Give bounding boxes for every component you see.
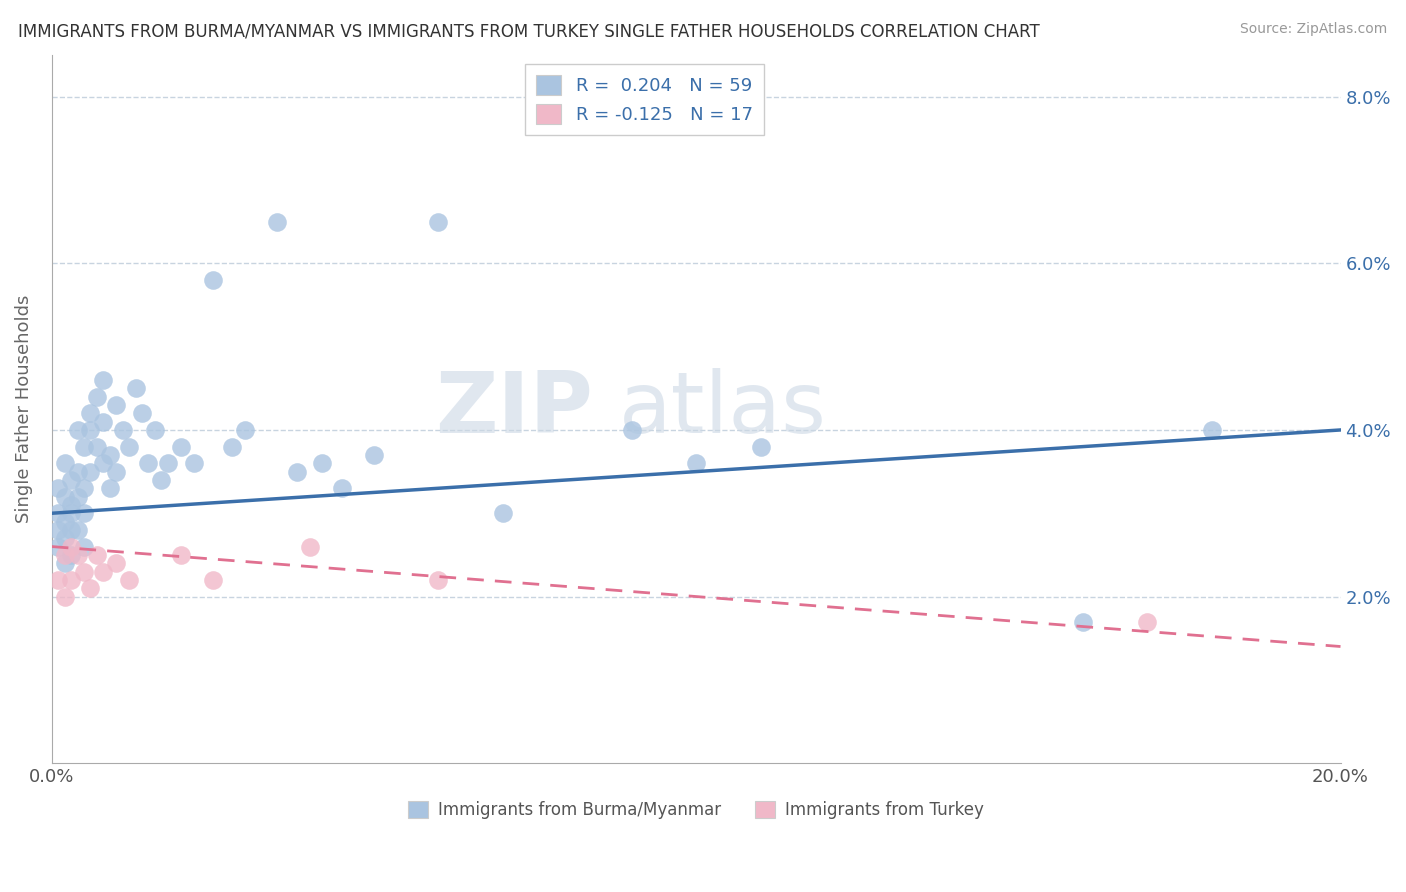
Point <box>105 556 128 570</box>
Point <box>46 481 69 495</box>
Point <box>60 498 83 512</box>
Point <box>79 581 101 595</box>
Point <box>91 415 114 429</box>
Point <box>118 573 141 587</box>
Text: atlas: atlas <box>619 368 827 450</box>
Point <box>91 565 114 579</box>
Point <box>60 573 83 587</box>
Point <box>66 465 89 479</box>
Point <box>53 490 76 504</box>
Point <box>298 540 321 554</box>
Point <box>330 481 353 495</box>
Point <box>105 398 128 412</box>
Point <box>118 440 141 454</box>
Point <box>427 573 450 587</box>
Point <box>66 423 89 437</box>
Point <box>60 548 83 562</box>
Point <box>91 456 114 470</box>
Point <box>131 406 153 420</box>
Point <box>86 390 108 404</box>
Point <box>98 448 121 462</box>
Point <box>111 423 134 437</box>
Point <box>79 465 101 479</box>
Point <box>150 473 173 487</box>
Point <box>363 448 385 462</box>
Point <box>46 573 69 587</box>
Point <box>169 440 191 454</box>
Point <box>73 506 96 520</box>
Point <box>79 423 101 437</box>
Point <box>73 440 96 454</box>
Point <box>169 548 191 562</box>
Point <box>91 373 114 387</box>
Point <box>1136 615 1159 629</box>
Point <box>98 481 121 495</box>
Point <box>66 548 89 562</box>
Point <box>86 548 108 562</box>
Point <box>86 440 108 454</box>
Point <box>105 465 128 479</box>
Point <box>183 456 205 470</box>
Point <box>73 540 96 554</box>
Point <box>73 565 96 579</box>
Point <box>66 523 89 537</box>
Point <box>53 590 76 604</box>
Text: IMMIGRANTS FROM BURMA/MYANMAR VS IMMIGRANTS FROM TURKEY SINGLE FATHER HOUSEHOLDS: IMMIGRANTS FROM BURMA/MYANMAR VS IMMIGRA… <box>18 22 1040 40</box>
Point <box>53 548 76 562</box>
Point <box>53 456 76 470</box>
Point <box>1071 615 1094 629</box>
Point <box>201 273 224 287</box>
Point <box>138 456 160 470</box>
Point <box>311 456 333 470</box>
Point <box>285 465 308 479</box>
Point <box>53 531 76 545</box>
Point <box>156 456 179 470</box>
Point <box>46 540 69 554</box>
Point <box>685 456 707 470</box>
Point <box>60 473 83 487</box>
Point <box>233 423 256 437</box>
Point <box>60 506 83 520</box>
Legend: Immigrants from Burma/Myanmar, Immigrants from Turkey: Immigrants from Burma/Myanmar, Immigrant… <box>402 794 990 826</box>
Point <box>60 523 83 537</box>
Y-axis label: Single Father Households: Single Father Households <box>15 295 32 524</box>
Point <box>46 506 69 520</box>
Point <box>73 481 96 495</box>
Point <box>60 540 83 554</box>
Point <box>53 556 76 570</box>
Point <box>492 506 515 520</box>
Point <box>221 440 243 454</box>
Text: ZIP: ZIP <box>436 368 593 450</box>
Point <box>1201 423 1223 437</box>
Point <box>427 215 450 229</box>
Point <box>201 573 224 587</box>
Point <box>620 423 643 437</box>
Point <box>79 406 101 420</box>
Point <box>266 215 288 229</box>
Point <box>143 423 166 437</box>
Text: Source: ZipAtlas.com: Source: ZipAtlas.com <box>1240 22 1388 37</box>
Point <box>53 515 76 529</box>
Point <box>66 490 89 504</box>
Point <box>749 440 772 454</box>
Point <box>124 381 146 395</box>
Point <box>46 523 69 537</box>
